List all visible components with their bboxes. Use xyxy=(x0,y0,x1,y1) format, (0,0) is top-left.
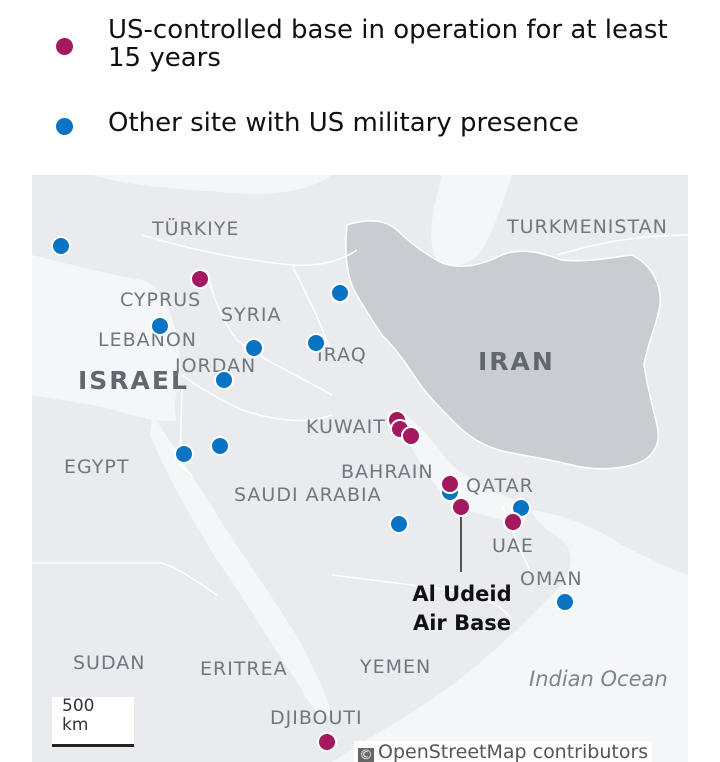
country-label-bahrain: BAHRAIN xyxy=(341,461,434,483)
legend: US-controlled base in operation for at l… xyxy=(0,0,720,170)
country-label-iraq: IRAQ xyxy=(317,344,367,366)
arabian-sea xyxy=(332,510,688,762)
legend-label: US-controlled base in operation for at l… xyxy=(108,15,668,73)
country-label-qatar: QATAR xyxy=(466,475,534,497)
caspian-sea xyxy=(431,175,512,266)
map-base xyxy=(32,175,688,762)
country-label-syria: SYRIA xyxy=(221,304,282,326)
callout-line1: Al Udeid xyxy=(412,582,512,606)
blue-dot-icon xyxy=(56,118,73,135)
country-label-lebanon: LEBANON xyxy=(98,329,198,351)
scale-bar: 500 km xyxy=(52,697,134,747)
country-label-jordan: JORDAN xyxy=(175,355,257,377)
water-label-indian-ocean: Indian Ocean xyxy=(529,667,668,691)
scale-unit: km xyxy=(62,715,89,735)
country-label-saudi-arabia: SAUDI ARABIA xyxy=(234,484,382,506)
country-label-uae: UAE xyxy=(492,535,534,557)
country-label-eritrea: ERITREA xyxy=(200,658,288,680)
red-sea xyxy=(150,415,332,717)
country-borders xyxy=(32,234,688,621)
callout-al-udeid: Al Udeid Air Base xyxy=(412,580,512,638)
persian-gulf xyxy=(397,410,526,525)
mediterranean-sea xyxy=(32,255,181,422)
map-attribution[interactable]: © OpenStreetMap contributors xyxy=(354,741,653,762)
black-sea xyxy=(92,175,332,195)
scale-bar-label: 500 km xyxy=(62,697,94,735)
country-label-sudan: SUDAN xyxy=(73,652,146,674)
country-label-yemen: YEMEN xyxy=(360,656,432,678)
country-label-israel: ISRAEL xyxy=(78,366,189,395)
magenta-dot-icon xyxy=(56,38,73,55)
country-label-iran: IRAN xyxy=(478,347,555,376)
country-label-oman: OMAN xyxy=(520,568,583,590)
country-label-turkmenistan: TURKMENISTAN xyxy=(507,216,668,238)
map[interactable]: TÜRKIYE TURKMENISTAN CYPRUS SYRIA LEBANO… xyxy=(32,175,688,762)
country-label-turkiye: TÜRKIYE xyxy=(152,218,240,240)
scale-value: 500 xyxy=(62,696,95,716)
callout-line2: Air Base xyxy=(412,611,512,635)
attribution-text: OpenStreetMap contributors xyxy=(378,741,649,762)
country-label-cyprus: CYPRUS xyxy=(120,289,202,311)
copyright-icon: © xyxy=(358,748,374,762)
country-label-djibouti: DJIBOUTI xyxy=(270,707,363,729)
iran-territory xyxy=(345,220,661,470)
country-label-kuwait: KUWAIT xyxy=(306,416,386,438)
country-label-egypt: EGYPT xyxy=(64,456,130,478)
legend-label: Other site with US military presence xyxy=(108,108,579,138)
scale-bar-line xyxy=(52,744,134,747)
